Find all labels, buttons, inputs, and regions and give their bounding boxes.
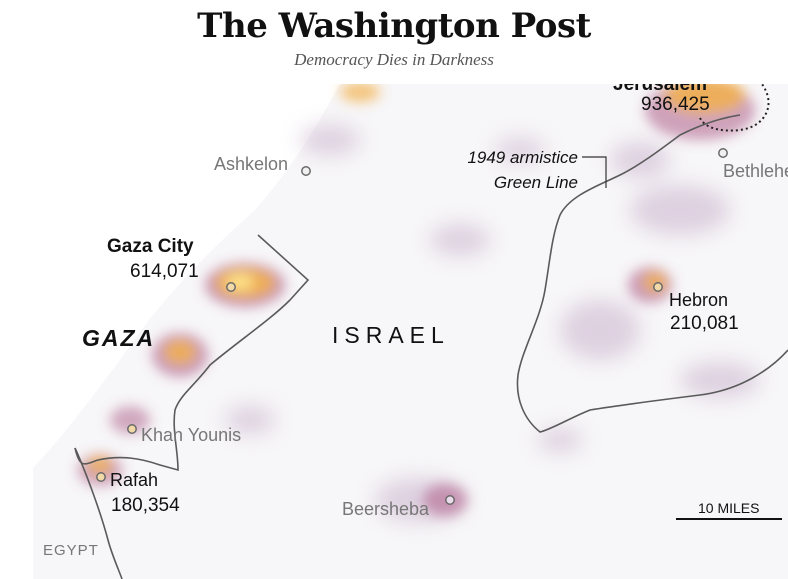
gaza-city-label: Gaza City bbox=[107, 236, 194, 257]
jerusalem-label: Jerusalem bbox=[613, 84, 708, 95]
hebron-label: Hebron bbox=[669, 290, 729, 310]
armistice-annotation: 1949 armistice Green Line bbox=[412, 145, 578, 195]
ashkelon-label: Ashkelon bbox=[214, 154, 289, 174]
rafah-marker[interactable] bbox=[96, 472, 106, 482]
beersheba-marker[interactable] bbox=[445, 495, 455, 505]
armistice-leader bbox=[582, 156, 607, 188]
egypt-region-label: EGYPT bbox=[43, 542, 99, 559]
header: The Washington Post Democracy Dies in Da… bbox=[0, 0, 788, 84]
city-markers bbox=[96, 148, 728, 505]
hebron-population: 210,081 bbox=[670, 313, 739, 334]
bethlehem-label: Bethlehem bbox=[723, 161, 788, 181]
gaza-boundary bbox=[74, 234, 310, 472]
ashkelon-marker[interactable] bbox=[301, 166, 311, 176]
gaza-region-label: GAZA bbox=[82, 325, 156, 351]
gaza-city-marker[interactable] bbox=[226, 282, 236, 292]
density-low bbox=[225, 125, 760, 522]
jerusalem-population: 936,425 bbox=[641, 94, 710, 115]
beersheba-label: Beersheba bbox=[342, 499, 430, 519]
rafah-label: Rafah bbox=[110, 470, 159, 490]
map-canvas bbox=[33, 84, 788, 579]
tagline: Democracy Dies in Darkness bbox=[294, 50, 494, 69]
green-line bbox=[516, 114, 788, 433]
hebron-marker[interactable] bbox=[653, 282, 663, 292]
egypt-border bbox=[74, 447, 123, 579]
armistice-line-2: Green Line bbox=[493, 173, 578, 192]
armistice-line-1: 1949 armistice bbox=[467, 148, 578, 167]
population-density-map: Jerusalem 936,425 Bethlehem Ashkelon 194… bbox=[0, 84, 788, 579]
gaza-city-population: 614,071 bbox=[130, 261, 199, 282]
rafah-population: 180,354 bbox=[111, 495, 180, 516]
khan-younis-marker[interactable] bbox=[127, 424, 137, 434]
bethlehem-marker[interactable] bbox=[718, 148, 728, 158]
jerusalem-boundary bbox=[699, 84, 770, 132]
masthead-logo[interactable]: The Washington Post bbox=[197, 6, 591, 46]
khan-younis-label: Khan Younis bbox=[141, 425, 242, 445]
israel-region-label: ISRAEL bbox=[332, 322, 450, 348]
density-hotspots bbox=[78, 84, 755, 516]
scale-label: 10 MILES bbox=[698, 500, 760, 516]
land-area bbox=[33, 84, 788, 579]
